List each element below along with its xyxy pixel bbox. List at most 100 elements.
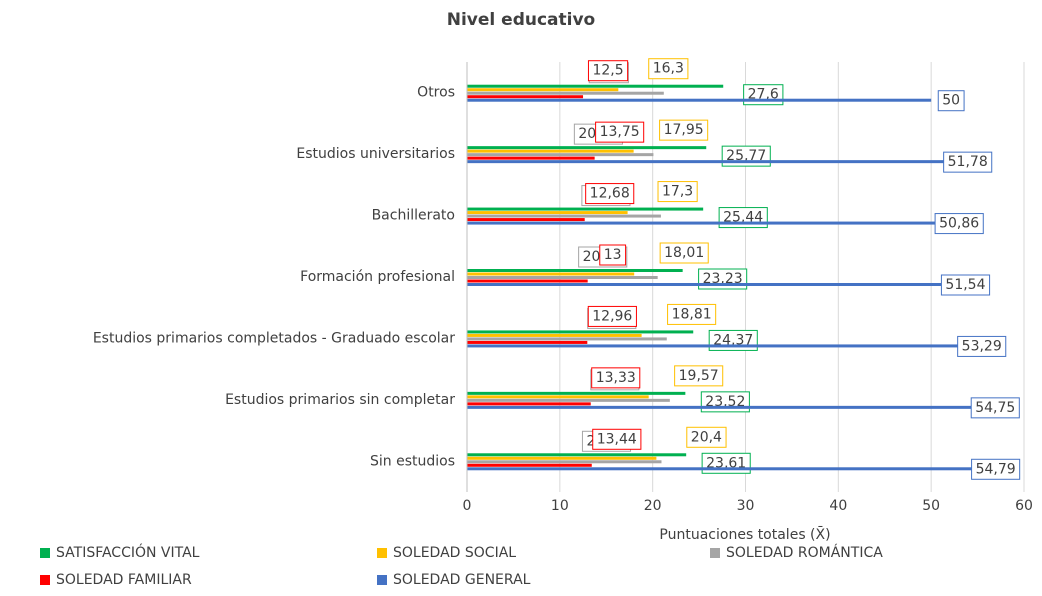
value-label: 12,96	[592, 308, 632, 324]
bar	[467, 398, 670, 402]
bar	[467, 269, 683, 272]
x-tick-label: 40	[829, 498, 847, 514]
value-label: 18,01	[664, 245, 704, 261]
y-tick-label: Estudios primarios sin completar	[225, 392, 455, 408]
value-label-box	[585, 183, 635, 205]
bar	[467, 405, 976, 409]
y-tick-label: Formación profesional	[300, 269, 455, 285]
y-tick-label: Estudios universitarios	[296, 146, 455, 162]
legend-swatch	[40, 548, 50, 558]
x-tick-label: 10	[551, 498, 569, 514]
bar	[467, 456, 657, 460]
value-label: 18,81	[672, 306, 712, 322]
bar	[467, 207, 704, 211]
value-label-box	[971, 458, 1021, 480]
legend-swatch	[710, 548, 720, 558]
bar	[467, 340, 588, 344]
bar	[467, 337, 667, 341]
y-tick-label: Otros	[417, 85, 455, 101]
bar	[467, 153, 654, 157]
value-label: 13,44	[597, 431, 637, 447]
bar	[467, 211, 628, 215]
value-label: 51,54	[945, 277, 985, 293]
bar	[467, 344, 962, 348]
bar	[467, 453, 687, 457]
value-label-box	[592, 428, 642, 450]
value-label: 17,3	[662, 184, 693, 200]
bar	[467, 272, 635, 276]
bar	[467, 333, 642, 337]
bar	[467, 330, 694, 334]
legend-label: SATISFACCIÓN VITAL	[56, 543, 200, 561]
bar	[467, 214, 661, 218]
value-label-box	[934, 213, 984, 235]
legend-swatch	[377, 575, 387, 585]
value-label-box	[657, 181, 698, 203]
chart-title: Nivel educativo	[447, 10, 595, 30]
x-tick-label: 20	[644, 498, 662, 514]
bar	[467, 91, 664, 95]
value-label: 13,33	[596, 370, 636, 386]
bar	[467, 95, 584, 99]
value-label: 20,4	[691, 429, 722, 445]
legend-label: SOLEDAD SOCIAL	[393, 545, 516, 561]
bar	[467, 402, 591, 406]
value-label: 50,86	[939, 216, 979, 232]
value-label-box	[937, 90, 965, 112]
bar	[467, 88, 619, 92]
bar	[467, 460, 662, 464]
legend-swatch	[40, 575, 50, 585]
legend-label: SOLEDAD GENERAL	[393, 572, 531, 588]
value-label-box	[940, 274, 991, 296]
bar	[467, 160, 948, 164]
value-label: 54,75	[975, 400, 1015, 416]
bar	[467, 221, 940, 225]
value-label: 53,29	[962, 338, 1002, 354]
legend-label: SOLEDAD ROMÁNTICA	[726, 544, 883, 561]
y-tick-label: Bachillerato	[372, 208, 455, 224]
bar	[467, 98, 932, 102]
value-label-box	[648, 58, 689, 80]
bar	[467, 279, 588, 283]
x-tick-label: 30	[737, 498, 755, 514]
bar	[467, 156, 595, 160]
value-label: 16,3	[653, 61, 684, 77]
bar	[467, 149, 634, 153]
x-tick-label: 60	[1015, 498, 1033, 514]
value-label: 17,95	[664, 122, 704, 138]
value-label-box	[659, 119, 709, 141]
value-label: 12,5	[592, 63, 623, 79]
x-tick-label: 50	[922, 498, 940, 514]
y-tick-label: Estudios primarios completados - Graduad…	[93, 330, 455, 346]
value-label-box	[970, 397, 1020, 419]
value-label-box	[595, 121, 645, 143]
value-label-box	[957, 335, 1007, 357]
value-label: 51,78	[948, 154, 988, 170]
value-label: 50	[942, 93, 960, 109]
value-label-box	[591, 367, 641, 389]
bar	[467, 283, 946, 286]
bar	[467, 463, 592, 467]
legend-label: SOLEDAD FAMILIAR	[56, 572, 192, 588]
value-label-box	[667, 303, 717, 325]
value-label-box	[674, 365, 724, 387]
x-axis-title: Puntuaciones totales (X̄)	[659, 525, 830, 543]
bar	[467, 276, 658, 279]
value-label-box	[599, 244, 627, 266]
value-label-box	[686, 426, 727, 448]
value-label: 13	[604, 247, 622, 263]
bar	[467, 146, 707, 150]
y-tick-label: Sin estudios	[370, 453, 455, 469]
value-label-box	[587, 60, 629, 82]
value-label-box	[943, 151, 993, 173]
value-label: 13,75	[600, 124, 640, 140]
value-label-box	[659, 242, 709, 264]
bar	[467, 84, 724, 88]
value-label: 54,79	[976, 461, 1016, 477]
legend-swatch	[377, 548, 387, 558]
value-label-box	[587, 305, 637, 327]
bar	[467, 218, 585, 222]
value-label: 12,68	[590, 186, 630, 202]
value-label: 19,57	[679, 368, 719, 384]
